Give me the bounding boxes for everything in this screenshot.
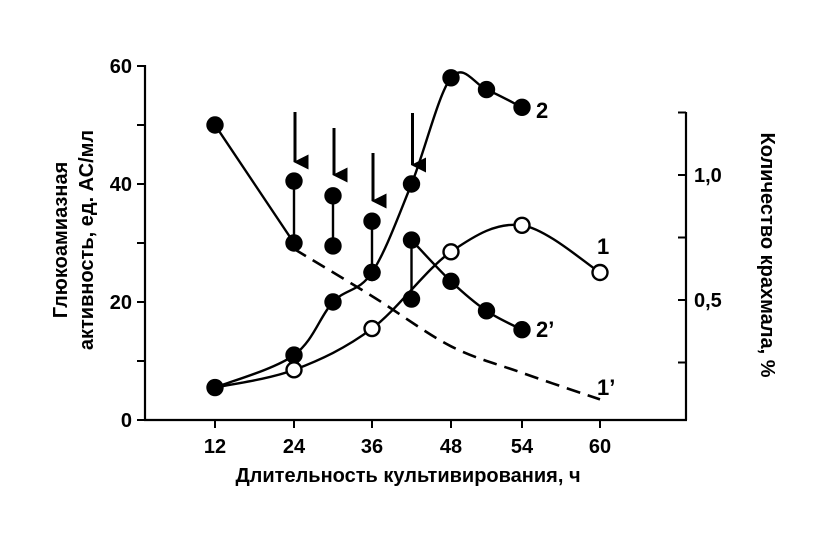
- x-tick-label: 48: [440, 436, 462, 458]
- series-2prime-peak-point: [402, 231, 421, 249]
- series-2-label: 2: [536, 98, 548, 123]
- series-2prime-point: [402, 290, 421, 308]
- series-2prime-peak-point: [285, 172, 303, 190]
- y2-tick-label: 1,0: [694, 165, 722, 187]
- labels: 2 1 2’ 1’: [536, 98, 615, 400]
- x-axis-title: Длительность культивирования, ч: [235, 465, 580, 487]
- series-1-point: [442, 243, 460, 261]
- y-axis-title-line: Глюкоамиазная: [50, 162, 72, 318]
- series-2prime-line: [214, 124, 295, 244]
- series-2-point: [206, 378, 224, 397]
- series-1-point: [363, 319, 381, 338]
- y2-tick-label: 0,5: [694, 290, 722, 312]
- series-1-label: 1: [597, 234, 609, 259]
- x-tick-label: 24: [283, 436, 306, 458]
- series-2-point: [513, 98, 531, 117]
- series-2prime-point: [285, 234, 303, 252]
- series-2-point: [442, 69, 460, 87]
- series-2-point: [285, 346, 303, 364]
- series-1-point: [513, 216, 531, 235]
- series-2prime-point: [513, 321, 531, 339]
- series-2-point: [477, 80, 496, 99]
- x-tick-label: 54: [511, 436, 534, 458]
- series-2-point: [402, 175, 421, 193]
- x-tick-label: 36: [361, 436, 383, 458]
- x-tick-label: 12: [204, 436, 226, 458]
- y-tick-label: 20: [110, 292, 132, 314]
- series-2-line: [214, 71, 523, 389]
- arrows: [293, 112, 426, 209]
- series-1prime-line: [293, 247, 601, 401]
- y2-axis-title: Количество крахмала, %: [756, 133, 778, 378]
- series-2prime-point: [324, 237, 342, 255]
- series-2prime-line: [410, 239, 523, 331]
- series-2prime-peak-point: [363, 212, 381, 230]
- series-2prime-point: [477, 302, 496, 320]
- y-tick-label: 60: [110, 56, 132, 78]
- y-tick-label: 0: [121, 410, 132, 432]
- series-1-point: [285, 361, 303, 379]
- series-1-point: [591, 263, 609, 282]
- series-2-point: [324, 293, 342, 311]
- markers: [206, 69, 609, 397]
- x-tick-label: 60: [589, 436, 611, 458]
- series-2prime-label: 2’: [536, 317, 554, 342]
- connector-lines: [293, 181, 412, 300]
- y-axis-title: Глюкоамиазная активность, ед. АС/мл: [50, 130, 98, 350]
- series-2prime-point: [442, 272, 460, 291]
- y-tick-label: 40: [110, 174, 132, 196]
- series-1prime-label: 1’: [597, 375, 615, 400]
- series-2prime-peak-point: [324, 187, 342, 205]
- series-2prime-point: [363, 263, 381, 282]
- series-2prime-point: [206, 116, 224, 134]
- y-axis-title-line: активность, ед. АС/мл: [76, 130, 98, 350]
